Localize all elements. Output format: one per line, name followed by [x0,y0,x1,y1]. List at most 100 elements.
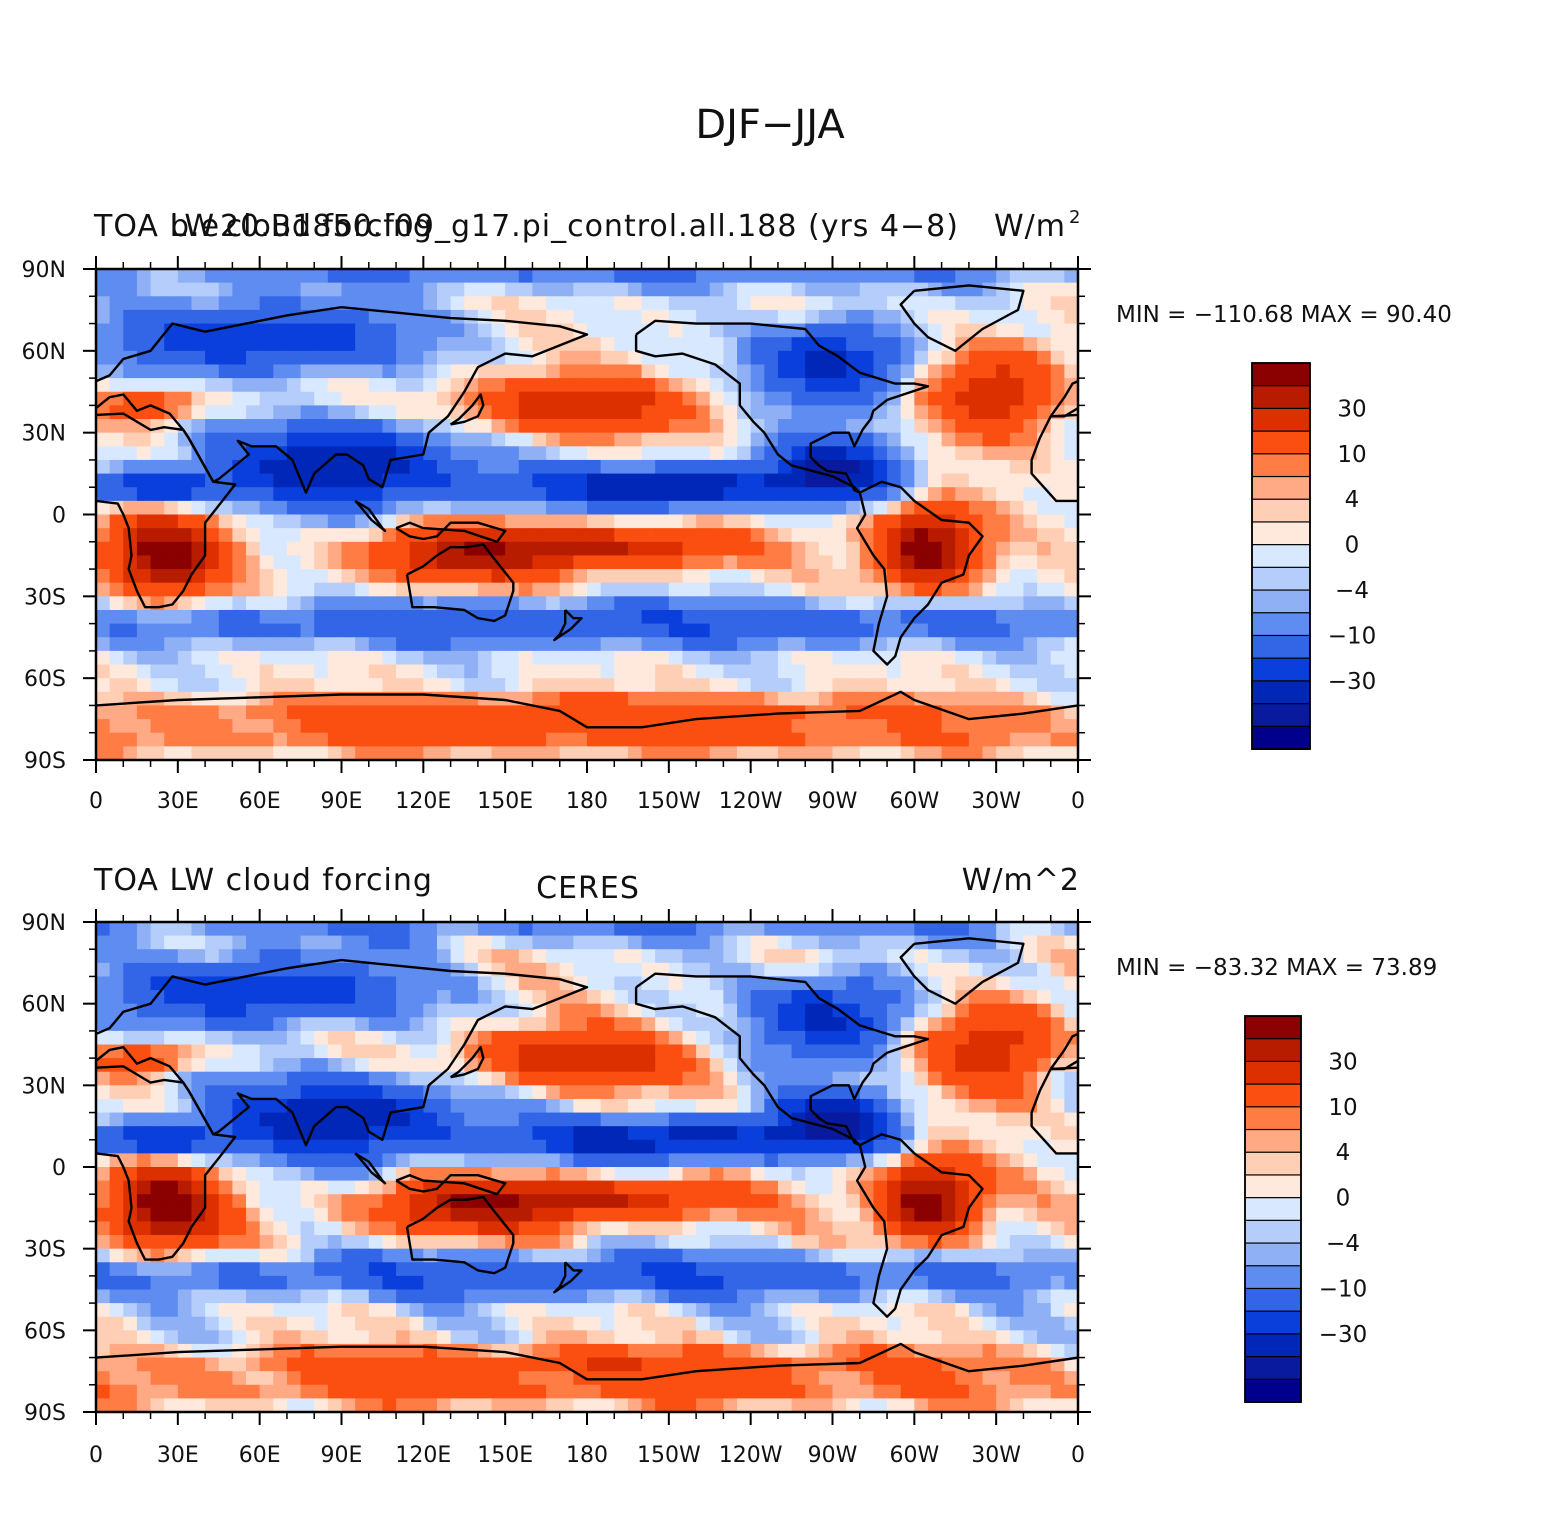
field-cell [314,1085,329,1100]
field-cell [614,473,629,488]
field-cell [532,1058,547,1073]
field-cell [1037,569,1052,584]
field-cell [246,1126,261,1141]
field-cell [859,323,875,338]
field-cell [996,1194,1011,1209]
field-cell [532,1017,547,1032]
field-cell [450,935,465,950]
field-cell [996,732,1011,747]
field-cell [818,623,834,638]
field-cell [1064,664,1078,679]
field-cell [532,569,547,584]
field-cell [123,1139,138,1154]
field-cell [164,1275,179,1291]
field-cell [750,705,765,720]
field-cell [259,637,274,652]
field-cell [859,1207,875,1223]
field-cell [191,282,206,297]
field-cell [723,1289,738,1304]
field-cell [368,350,384,366]
field-cell [805,1003,820,1018]
field-cell [505,1289,520,1304]
field-cell [641,1275,656,1291]
field-cell [327,364,343,379]
field-cell [150,1221,165,1236]
field-cell [1023,432,1038,447]
field-cell [600,976,615,991]
field-cell [518,500,534,516]
field-cell [737,569,752,584]
field-cell [832,922,847,937]
field-cell [273,1221,288,1236]
field-cell [887,405,902,420]
field-cell [546,1180,561,1195]
field-cell [396,1085,411,1100]
field-cell [341,678,356,693]
field-cell [587,541,602,557]
field-cell [1023,1316,1038,1331]
field-cell [464,650,479,666]
field-cell [627,1167,643,1182]
field-cell [246,1153,261,1168]
field-cell [518,1153,534,1168]
field-cell [409,1058,424,1073]
field-cell [1064,1207,1078,1223]
colorbar-label: 4 [1345,487,1360,513]
field-cell [327,473,343,488]
field-cell [314,1167,329,1182]
field-cell [737,935,752,950]
field-cell [696,487,711,502]
field-cell [996,446,1011,461]
field-cell [259,1112,274,1127]
field-cell [546,473,561,488]
field-cell [423,1003,438,1018]
field-cell [259,1044,274,1059]
field-cell [259,1153,274,1168]
field-cell [436,990,452,1005]
field-cell [109,555,124,570]
field-cell [464,990,479,1005]
field-cell [777,282,793,297]
field-cell [600,623,615,638]
map-field [96,922,1078,1412]
field-cell [805,596,820,611]
field-cell [859,446,875,461]
field-cell [1064,1221,1078,1236]
field-cell [941,719,956,734]
field-cell [123,1126,138,1141]
field-cell [927,364,943,379]
field-cell [1023,650,1038,666]
field-cell [409,1194,424,1209]
field-cell [832,1030,847,1046]
field-cell [914,487,929,502]
field-cell [941,296,956,311]
field-cell [641,650,656,666]
field-cell [832,569,847,584]
field-cell [641,337,656,352]
field-cell [859,1085,875,1100]
field-cell [955,473,970,488]
field-cell [368,1235,384,1250]
field-cell [246,1248,261,1263]
field-cell [382,555,397,570]
field-cell [1037,1303,1052,1318]
field-cell [805,1098,820,1114]
field-cell [1009,541,1025,557]
field-cell [982,541,997,557]
field-cell [109,949,124,964]
field-cell [723,1017,738,1032]
field-cell [286,935,302,950]
field-cell [341,732,356,747]
field-cell [1050,1235,1065,1250]
field-cell [614,459,629,475]
field-cell [1050,541,1065,557]
field-cell [709,623,724,638]
field-cell [805,364,820,379]
field-cell [1009,1003,1025,1018]
field-cell [914,419,929,434]
field-cell [846,719,861,734]
field-cell [327,1262,343,1277]
field-cell [191,487,206,502]
field-cell [777,1167,793,1182]
field-cell [791,1221,806,1236]
